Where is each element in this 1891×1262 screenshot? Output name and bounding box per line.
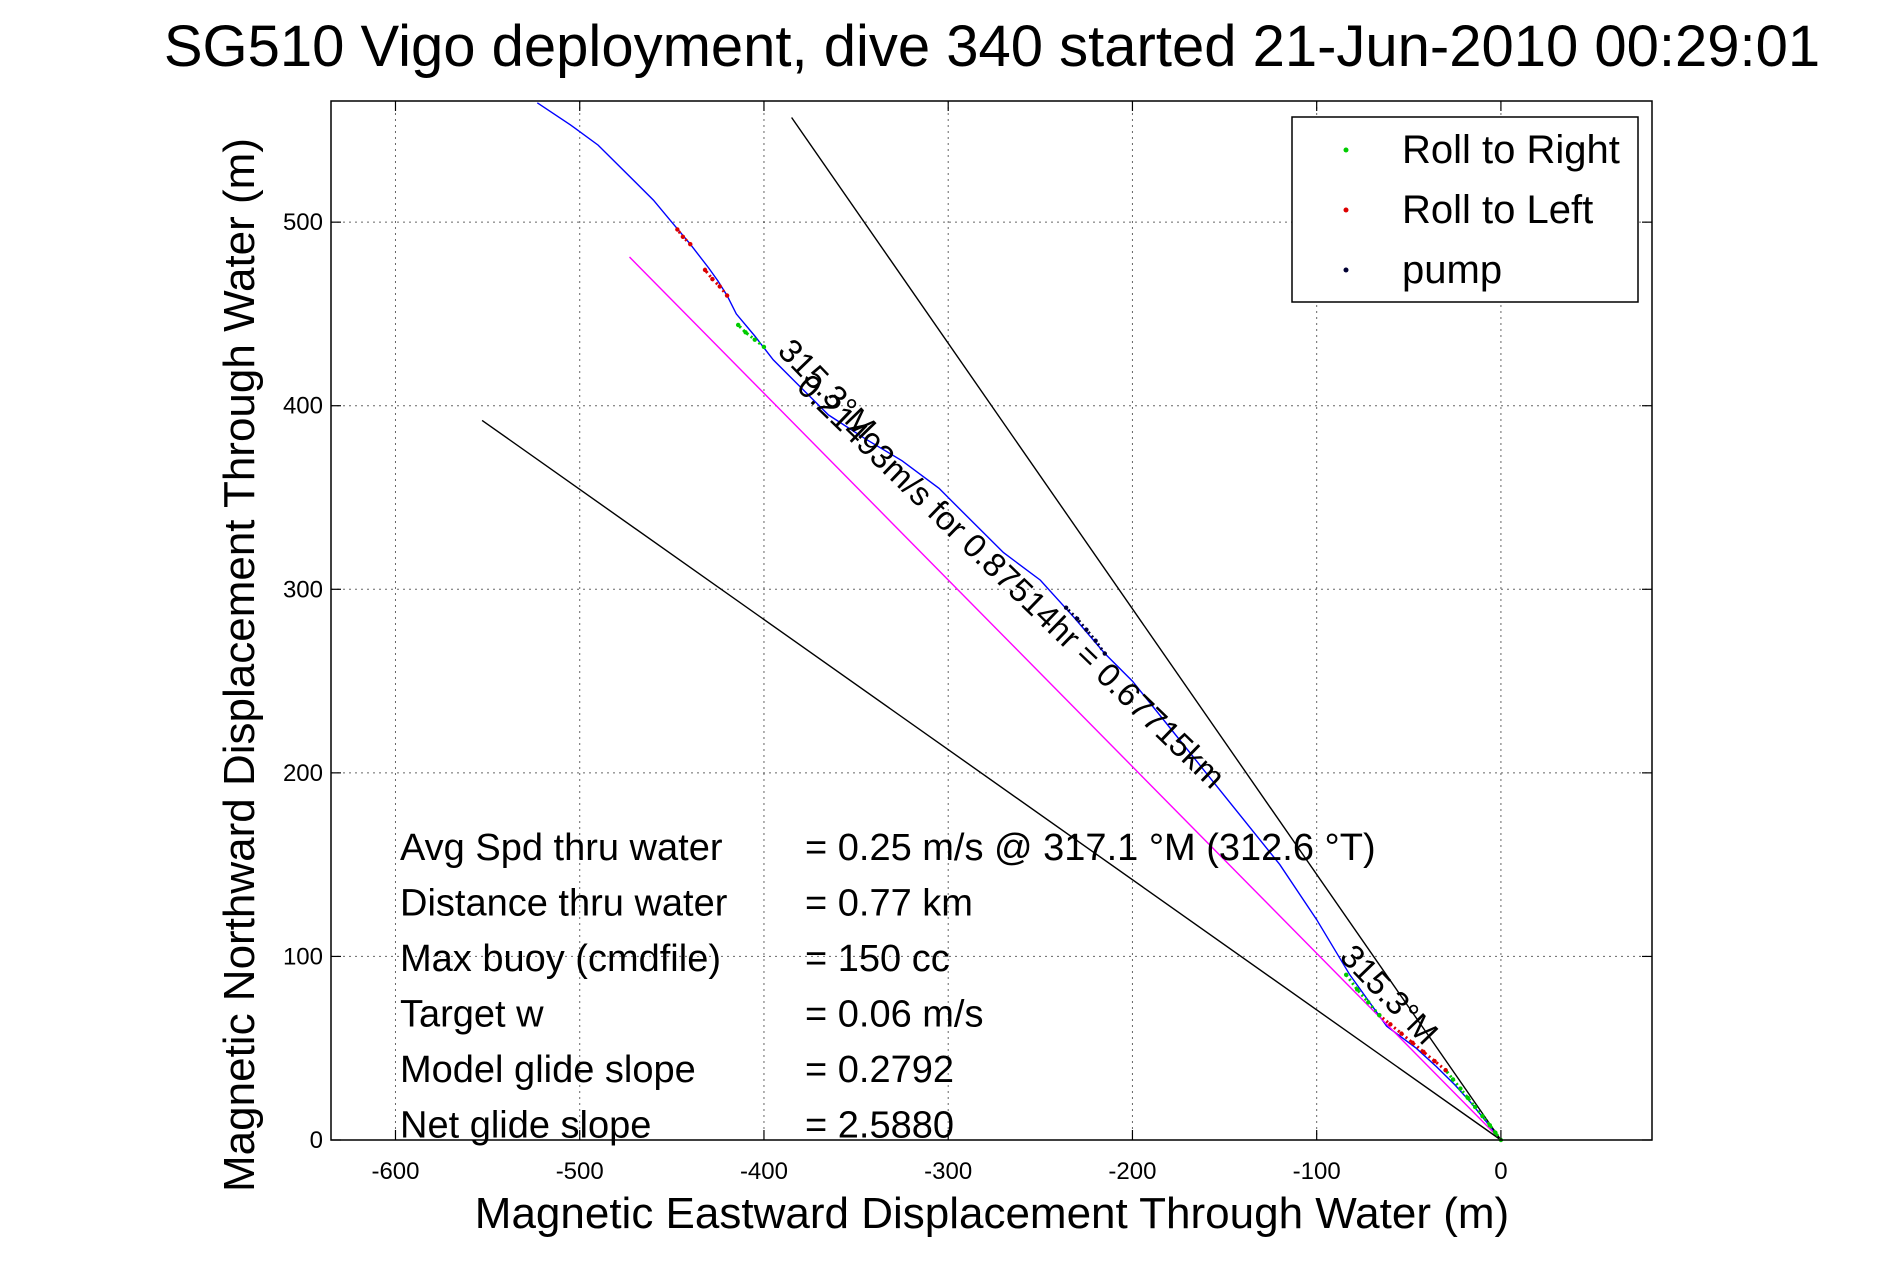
series-line-8 [703, 268, 729, 297]
series-point-4 [1493, 1130, 1498, 1135]
data-series [481, 102, 1504, 1143]
series-point-9 [675, 227, 680, 232]
series-point-5 [1388, 1022, 1393, 1027]
series-line-2 [791, 117, 1502, 1141]
series-point-5 [1443, 1068, 1448, 1073]
x-tick-label: -600 [371, 1158, 419, 1185]
stat-label: Max buoy (cmdfile) [400, 938, 721, 980]
series-point-8 [710, 276, 715, 282]
series-point-8 [717, 284, 722, 289]
axes-frame [330, 100, 1653, 1141]
axis-ticks: -600 -500 -400 -300 -200 -100 0 0 100 200 300 400 50… [283, 101, 1652, 1185]
stat-value: = 150 cc [805, 938, 950, 980]
stat-value: = 0.77 km [805, 883, 973, 925]
series-point-9 [688, 241, 693, 247]
y-tick-label: 500 [283, 209, 323, 236]
series-point-4 [1465, 1095, 1470, 1100]
series-point-6 [1343, 972, 1349, 977]
y-tick-label: 300 [283, 576, 323, 603]
chart-title: SG510 Vigo deployment, dive 340 started … [164, 14, 1820, 79]
stat-label: Avg Spd thru water [400, 827, 723, 869]
legend-label: pump [1402, 248, 1502, 292]
stat-label: Distance thru water [400, 883, 728, 925]
legend-marker [1343, 267, 1349, 273]
stat-value: = 0.06 m/s [805, 994, 983, 1036]
x-tick-label: -100 [1293, 1158, 1341, 1185]
legend-label: Roll to Left [1402, 188, 1593, 232]
series-point-7 [1074, 616, 1080, 621]
series-point-8 [724, 293, 730, 298]
legend-box [1291, 116, 1639, 303]
series-point-10 [752, 337, 757, 342]
stat-value: = 0.2792 [805, 1049, 954, 1091]
stat-label: Target w [400, 994, 544, 1036]
series-point-10 [735, 322, 741, 328]
stat-label: Net glide slope [400, 1105, 651, 1147]
series-point-5 [1410, 1040, 1415, 1045]
legend-marker [1343, 207, 1349, 213]
stat-value: = 2.5880 [805, 1105, 954, 1147]
x-tick-label: -400 [740, 1158, 788, 1185]
series-point-10 [761, 344, 767, 350]
y-tick-label: 100 [283, 943, 323, 970]
series-point-4 [1480, 1113, 1485, 1119]
series-point-4 [1472, 1104, 1478, 1110]
x-tick-label: -200 [1108, 1158, 1156, 1185]
series-point-7 [1063, 605, 1069, 610]
x-tick-label: -500 [556, 1158, 604, 1185]
x-tick-label: 0 [1494, 1158, 1507, 1185]
x-tick-label: -300 [924, 1158, 972, 1185]
stat-label: Model glide slope [400, 1049, 696, 1091]
series-point-8 [702, 267, 708, 273]
legend-label: Roll to Right [1402, 128, 1620, 172]
stat-value: = 0.25 m/s @ 317.1 °M (312.6 °T) [805, 827, 1376, 869]
y-axis-label: Magnetic Northward Displacement Through … [215, 138, 264, 1192]
x-axis-label: Magnetic Eastward Displacement Through W… [475, 1189, 1509, 1238]
series-line-1 [629, 256, 1502, 1141]
series-point-4 [1487, 1123, 1493, 1128]
series-point-4 [1450, 1077, 1456, 1082]
series-point-6 [1355, 987, 1360, 992]
series-point-5 [1421, 1049, 1426, 1055]
y-tick-label: 0 [310, 1127, 323, 1154]
series-point-4 [1458, 1086, 1463, 1091]
y-tick-label: 400 [283, 393, 323, 420]
series-point-7 [1093, 638, 1098, 643]
series-point-6 [1366, 1000, 1371, 1005]
series-point-5 [1432, 1058, 1437, 1064]
y-tick-label: 200 [283, 760, 323, 787]
series-point-10 [743, 330, 748, 335]
series-point-6 [1377, 1012, 1382, 1018]
series-point-5 [1399, 1031, 1404, 1036]
series-point-7 [1084, 627, 1089, 632]
series-line-6 [1344, 973, 1381, 1017]
legend: Roll to Right Roll to Left pump [1291, 116, 1639, 303]
stats-block: Avg Spd thru water = 0.25 m/s @ 317.1 °M … [400, 827, 1376, 1147]
series-line-10 [737, 323, 765, 349]
series-point-7 [1102, 651, 1108, 656]
legend-marker [1343, 147, 1349, 153]
series-point-9 [680, 234, 686, 240]
series-line-3 [481, 419, 1502, 1141]
